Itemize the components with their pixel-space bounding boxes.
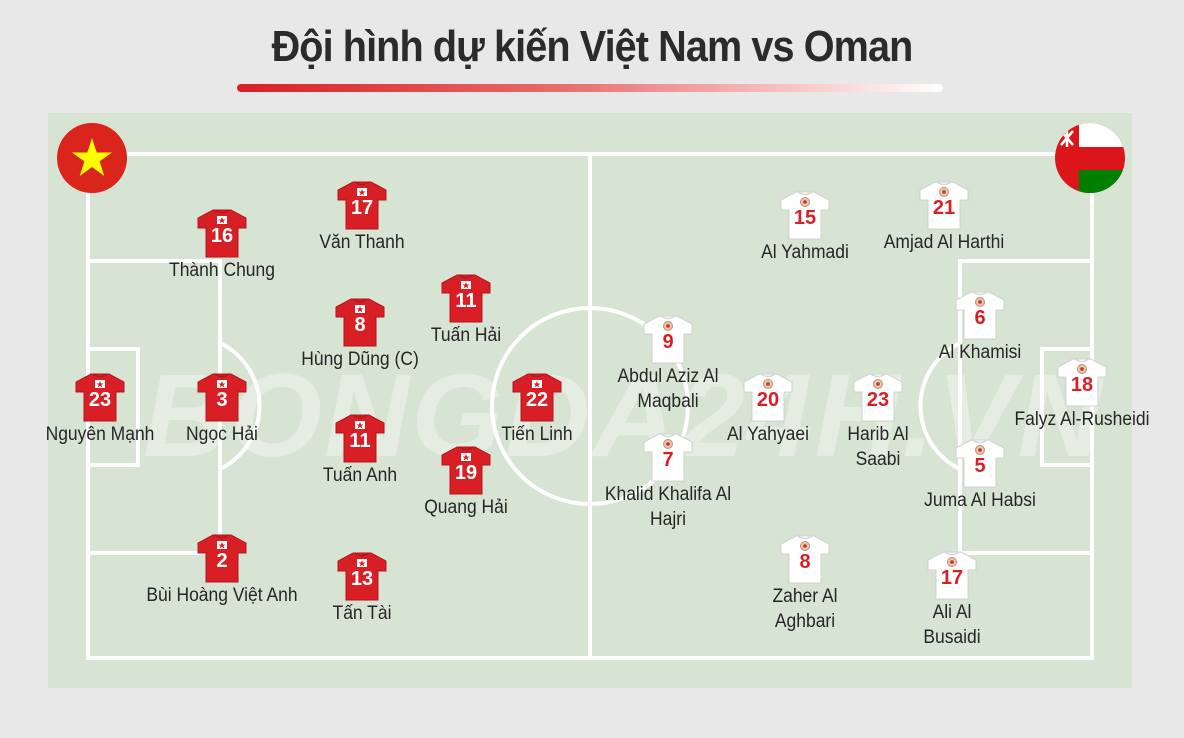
vietnam-player: 3 Ngọc Hải <box>122 372 322 447</box>
oman-player: 8 Zaher Al Aghbari <box>705 534 905 634</box>
shirt-number: 22 <box>525 389 549 411</box>
shirt-icon: 2 <box>196 533 248 583</box>
player-name: Tấn Tài <box>332 603 392 624</box>
oman-player: 17 Ali Al Busaidi <box>852 550 1052 650</box>
shirt-number: 2 <box>216 550 228 572</box>
shirt-number: 19 <box>454 462 478 484</box>
shirt-number: 16 <box>210 225 234 247</box>
vietnam-player: 23 Nguyên Mạnh <box>0 372 200 447</box>
shirt-icon: 16 <box>196 208 248 258</box>
shirt-icon: 11 <box>440 273 492 323</box>
shirt-number: 5 <box>974 455 986 477</box>
shirt-number: 6 <box>974 307 986 329</box>
shirt-icon: 7 <box>642 432 694 482</box>
shirt-number: 23 <box>88 389 112 411</box>
shirt-icon: 15 <box>779 190 831 240</box>
player-name: Ngọc Hải <box>186 424 258 445</box>
vietnam-flag-icon <box>57 123 127 193</box>
vietnam-player: 22 Tiến Linh <box>437 372 637 447</box>
oman-flag-icon <box>1055 123 1125 193</box>
shirt-icon: 9 <box>642 314 694 364</box>
shirt-icon: 23 <box>74 372 126 422</box>
shirt-icon: 8 <box>334 297 386 347</box>
vietnam-player: 17 Văn Thanh <box>262 180 462 255</box>
shirt-number: 18 <box>1070 374 1094 396</box>
shirt-number: 13 <box>350 568 374 590</box>
shirt-number: 20 <box>756 389 780 411</box>
shirt-icon: 11 <box>334 413 386 463</box>
oman-player: 20 Al Yahyaei <box>668 372 868 447</box>
shirt-icon: 17 <box>336 180 388 230</box>
vietnam-player: 19 Quang Hải <box>366 445 566 520</box>
shirt-icon: 21 <box>918 180 970 230</box>
shirt-number: 11 <box>349 430 371 452</box>
oman-player: 7 Khalid Khalifa Al Hajri <box>568 432 768 532</box>
player-name: Khalid Khalifa Al Hajri <box>604 484 732 530</box>
player-name: Bùi Hoàng Việt Anh <box>146 585 298 606</box>
vietnam-player: 8 Hùng Dũng (C) <box>260 297 460 372</box>
oman-player: 5 Juma Al Habsi <box>880 438 1080 513</box>
player-name: Falyz Al-Rusheidi <box>1014 409 1150 430</box>
shirt-number: 11 <box>455 290 477 312</box>
player-name: Al Yahmadi <box>761 242 849 263</box>
shirt-number: 23 <box>866 389 890 411</box>
oman-player: 23 Harib Al Saabi <box>778 372 978 472</box>
player-name: Thành Chung <box>169 260 275 281</box>
player-name: Văn Thanh <box>319 232 405 253</box>
shirt-number: 17 <box>350 197 374 219</box>
shirt-number: 8 <box>799 551 811 573</box>
shirt-icon: 13 <box>336 551 388 601</box>
player-name: Juma Al Habsi <box>924 490 1036 511</box>
shirt-icon: 8 <box>779 534 831 584</box>
oman-player: 6 Al Khamisi <box>880 290 1080 365</box>
player-name: Tuấn Hải <box>430 325 502 346</box>
player-name: Amjad Al Harthi <box>883 232 1005 253</box>
vietnam-player: 11 Tuấn Anh <box>260 413 460 488</box>
player-name: Hùng Dũng (C) <box>301 349 419 370</box>
shirt-icon: 20 <box>742 372 794 422</box>
player-name: Al Khamisi <box>938 342 1022 363</box>
shirt-number: 8 <box>354 314 366 336</box>
player-name: Tuấn Anh <box>322 465 398 486</box>
oman-player: 18 Falyz Al-Rusheidi <box>982 357 1182 432</box>
shirt-number: 7 <box>662 449 674 471</box>
shirt-icon: 6 <box>954 290 1006 340</box>
vietnam-player: 13 Tấn Tài <box>262 551 462 626</box>
player-name: Tiến Linh <box>501 424 573 445</box>
shirt-icon: 18 <box>1056 357 1108 407</box>
shirt-icon: 23 <box>852 372 904 422</box>
player-name: Al Yahyaei <box>727 424 809 445</box>
shirt-icon: 17 <box>926 550 978 600</box>
title-underline <box>237 84 943 92</box>
player-name: Zaher Al Aghbari <box>772 586 838 632</box>
shirt-icon: 5 <box>954 438 1006 488</box>
oman-player: 9 Abdul Aziz Al Maqbali <box>568 314 768 414</box>
watermark-text: BONGDA24H.VN <box>143 350 1105 482</box>
player-name: Nguyên Mạnh <box>45 424 155 445</box>
oman-player: 15 Al Yahmadi <box>705 190 905 265</box>
player-name: Harib Al Saabi <box>847 424 909 470</box>
shirt-number: 15 <box>793 207 817 229</box>
shirt-number: 3 <box>216 389 228 411</box>
vietnam-player: 11 Tuấn Hải <box>366 273 566 348</box>
oman-player: 21 Amjad Al Harthi <box>844 180 1044 255</box>
page-title: Đội hình dự kiến Việt Nam vs Oman <box>271 22 914 71</box>
player-name: Abdul Aziz Al Maqbali <box>617 366 719 412</box>
shirt-icon: 3 <box>196 372 248 422</box>
vietnam-player: 2 Bùi Hoàng Việt Anh <box>122 533 322 608</box>
shirt-icon: 22 <box>511 372 563 422</box>
player-name: Quang Hải <box>424 497 508 518</box>
shirt-number: 9 <box>662 331 674 353</box>
vietnam-player: 16 Thành Chung <box>122 208 322 283</box>
player-name: Ali Al Busaidi <box>923 602 981 648</box>
shirt-icon: 19 <box>440 445 492 495</box>
shirt-number: 21 <box>932 197 956 219</box>
shirt-number: 17 <box>940 567 964 589</box>
